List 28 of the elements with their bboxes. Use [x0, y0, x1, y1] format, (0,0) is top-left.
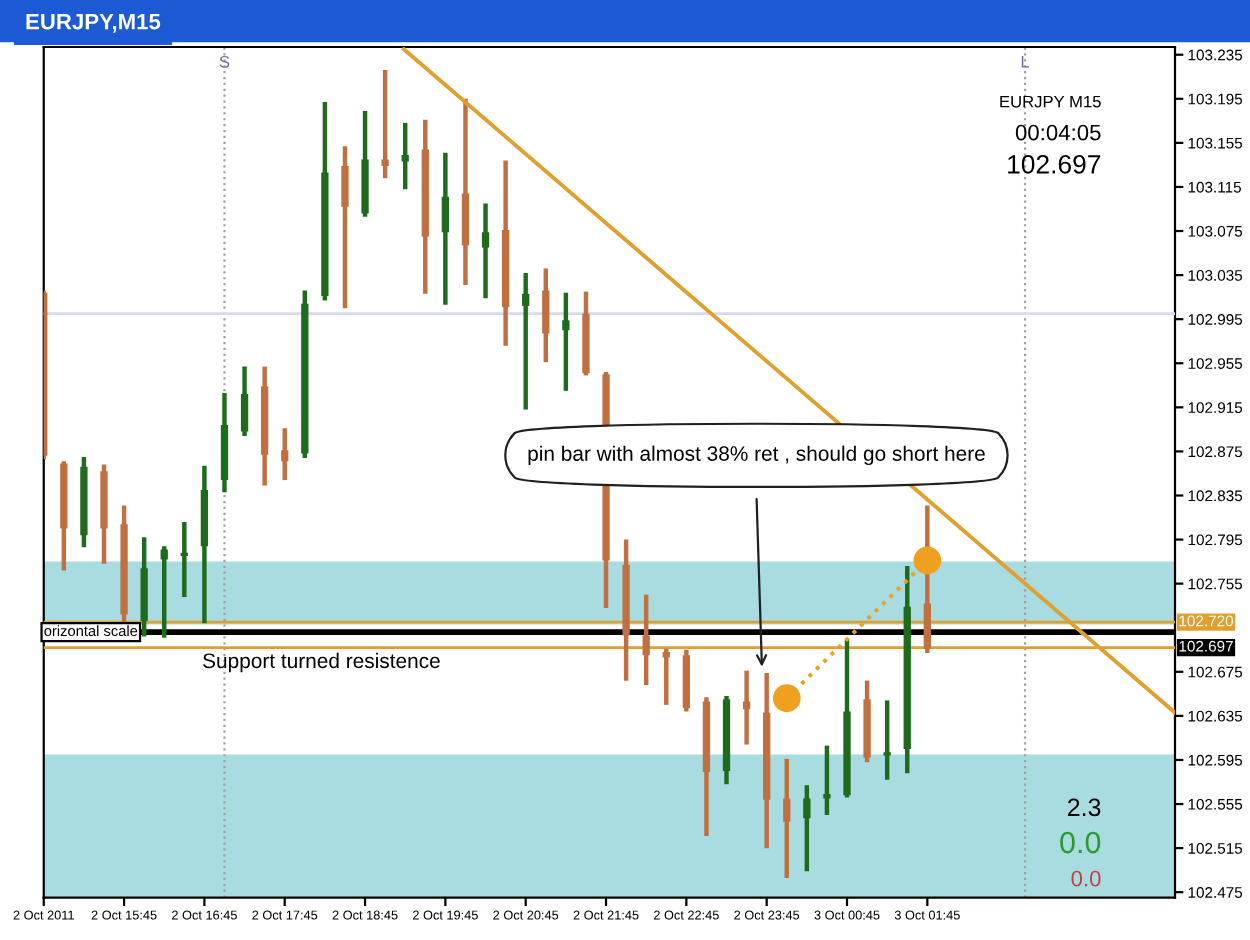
- annotation: 0.0: [1071, 870, 1101, 887]
- ref-line-label: S: [219, 55, 230, 68]
- ref-line-label: L: [1021, 56, 1030, 68]
- candlestick: [803, 785, 811, 872]
- candlestick: [281, 428, 289, 481]
- chart-title: EURJPY,M15: [26, 13, 161, 33]
- annotation: Support turned resistence: [203, 652, 440, 673]
- candlestick: [923, 505, 931, 654]
- candlestick: [240, 366, 249, 436]
- candlestick: [160, 546, 168, 638]
- candlestick: [883, 700, 891, 780]
- annotation: 2.3: [1067, 798, 1101, 817]
- candlestick: [341, 146, 349, 309]
- annotation: EURJPY M15: [1000, 95, 1101, 108]
- candlestick: [562, 292, 570, 391]
- candlestick: [381, 70, 389, 179]
- candlestick: [823, 745, 831, 816]
- annotation: 00:04:05: [1015, 124, 1101, 141]
- candlestick: [441, 152, 450, 305]
- annotation: 0.0: [1060, 831, 1101, 854]
- candlestick: [401, 123, 409, 190]
- candlestick: [642, 594, 650, 686]
- annotation: 102.697: [1008, 154, 1101, 174]
- candlestick: [481, 203, 490, 299]
- candlestick: [522, 272, 530, 410]
- annotation: pin bar with almost 38% ret , should go short here: [528, 445, 985, 466]
- candlestick: [783, 758, 791, 878]
- candlestick: [542, 268, 550, 363]
